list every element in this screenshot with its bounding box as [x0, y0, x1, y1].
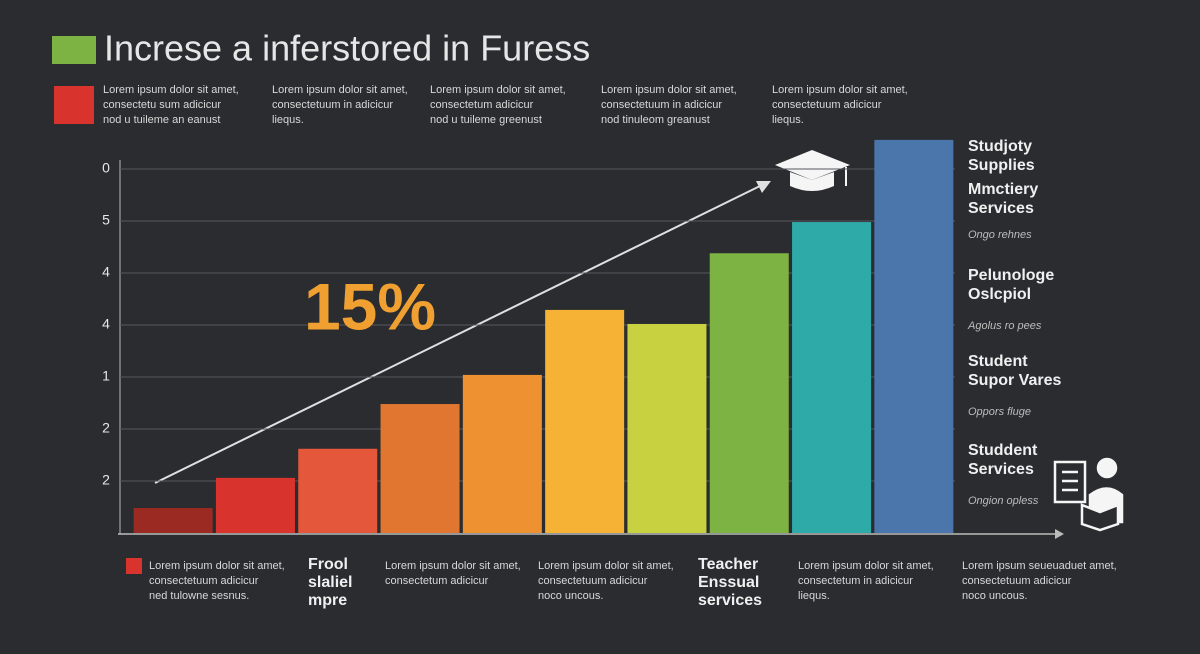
- caption-text: nod tinuleom greanust: [601, 114, 710, 126]
- sidebar-note: Oppors fluge: [968, 406, 1031, 418]
- footer-heading: Frool: [308, 556, 348, 573]
- caption-text: Lorem ipsum dolor sit amet,: [103, 84, 239, 96]
- footer-heading: slaliel: [308, 574, 352, 591]
- bar: [215, 477, 295, 533]
- bar: [380, 404, 460, 533]
- caption-text: consectetuum adicicur: [772, 99, 882, 111]
- sidebar-heading: Mmctiery: [968, 181, 1038, 198]
- caption-text: consectetuum in adicicur: [601, 99, 722, 111]
- y-tick-label: 2: [102, 472, 110, 488]
- graduation-cap-icon: [775, 150, 850, 191]
- sidebar-heading: Oslcpiol: [968, 286, 1031, 303]
- footer-heading: services: [698, 592, 762, 609]
- footer-text: consectetuum adicicur: [962, 575, 1072, 587]
- footer-heading: Enssual: [698, 574, 759, 591]
- reader-icon: [1053, 457, 1124, 532]
- caption-text: consectetum adicicur: [430, 99, 534, 111]
- caption-text: liequs.: [772, 114, 804, 126]
- title-swatch: [52, 36, 96, 64]
- sidebar-note: Ongion opless: [968, 495, 1039, 507]
- sidebar-heading: Supor Vares: [968, 372, 1061, 389]
- sidebar-heading: Services: [968, 461, 1034, 478]
- bar: [874, 139, 954, 533]
- sidebar-heading: Supplies: [968, 157, 1035, 174]
- footer-heading: Teacher: [698, 556, 758, 573]
- trend-arrow-head: [756, 181, 771, 193]
- bar: [462, 374, 542, 533]
- y-tick-label: 1: [102, 368, 110, 384]
- bar: [709, 253, 789, 534]
- footer-text: consectetum in adicicur: [798, 575, 913, 587]
- sidebar-note: Agolus ro pees: [967, 320, 1042, 332]
- y-tick-label: 4: [102, 316, 110, 332]
- trend-arrow: [154, 185, 761, 484]
- caption-text: liequs.: [272, 114, 304, 126]
- caption-text: Lorem ipsum dolor sit amet,: [601, 84, 737, 96]
- footer-text: consectetum adicicur: [385, 575, 489, 587]
- caption-text: nod u tuileme an eanust: [103, 114, 220, 126]
- bar: [133, 508, 213, 533]
- y-tick-label: 4: [102, 264, 110, 280]
- axis-arrow: [1055, 529, 1064, 539]
- footer-text: noco uncous.: [538, 590, 603, 602]
- footer-text: Lorem ipsum dolor sit amet,: [538, 560, 674, 572]
- footer-text: consectetuum adicicur: [149, 575, 259, 587]
- sidebar-note: Ongo rehnes: [968, 229, 1032, 241]
- caption-text: consectetuum in adicicur: [272, 99, 393, 111]
- caption-text: Lorem ipsum dolor sit amet,: [430, 84, 566, 96]
- caption-text: nod u tuileme greenust: [430, 114, 542, 126]
- footer-text: liequs.: [798, 590, 830, 602]
- footer-swatch: [126, 558, 142, 574]
- footer-text: Lorem ipsum dolor sit amet,: [385, 560, 521, 572]
- footer-text: Lorem ipsum dolor sit amet,: [149, 560, 285, 572]
- caption-text: Lorem ipsum dolor sit amet,: [272, 84, 408, 96]
- bar: [298, 448, 378, 533]
- bar: [792, 222, 872, 534]
- footer-text: consectetuum adicicur: [538, 575, 648, 587]
- sidebar-heading: Studjoty: [968, 138, 1032, 155]
- sidebar-heading: Studdent: [968, 442, 1038, 459]
- footer-text: noco uncous.: [962, 590, 1027, 602]
- sidebar-heading: Services: [968, 200, 1034, 217]
- y-tick-label: 0: [102, 160, 110, 176]
- annotation: 15%: [304, 269, 436, 343]
- caption-text: Lorem ipsum dolor sit amet,: [772, 84, 908, 96]
- sidebar-heading: Pelunologe: [968, 267, 1054, 284]
- footer-text: Lorem ipsum seueuaduet amet,: [962, 560, 1117, 572]
- sidebar-heading: Student: [968, 353, 1028, 370]
- footer-text: Lorem ipsum dolor sit amet,: [798, 560, 934, 572]
- bar: [627, 323, 707, 533]
- chart-title: Increse a inferstored in Furess: [104, 28, 590, 69]
- footer-heading: mpre: [308, 592, 347, 609]
- bar: [545, 309, 625, 533]
- footer-text: ned tulowne sesnus.: [149, 590, 249, 602]
- caption-swatch: [54, 86, 94, 124]
- caption-text: consectetu sum adicicur: [103, 99, 221, 111]
- y-tick-label: 5: [102, 212, 110, 228]
- y-tick-label: 2: [102, 420, 110, 436]
